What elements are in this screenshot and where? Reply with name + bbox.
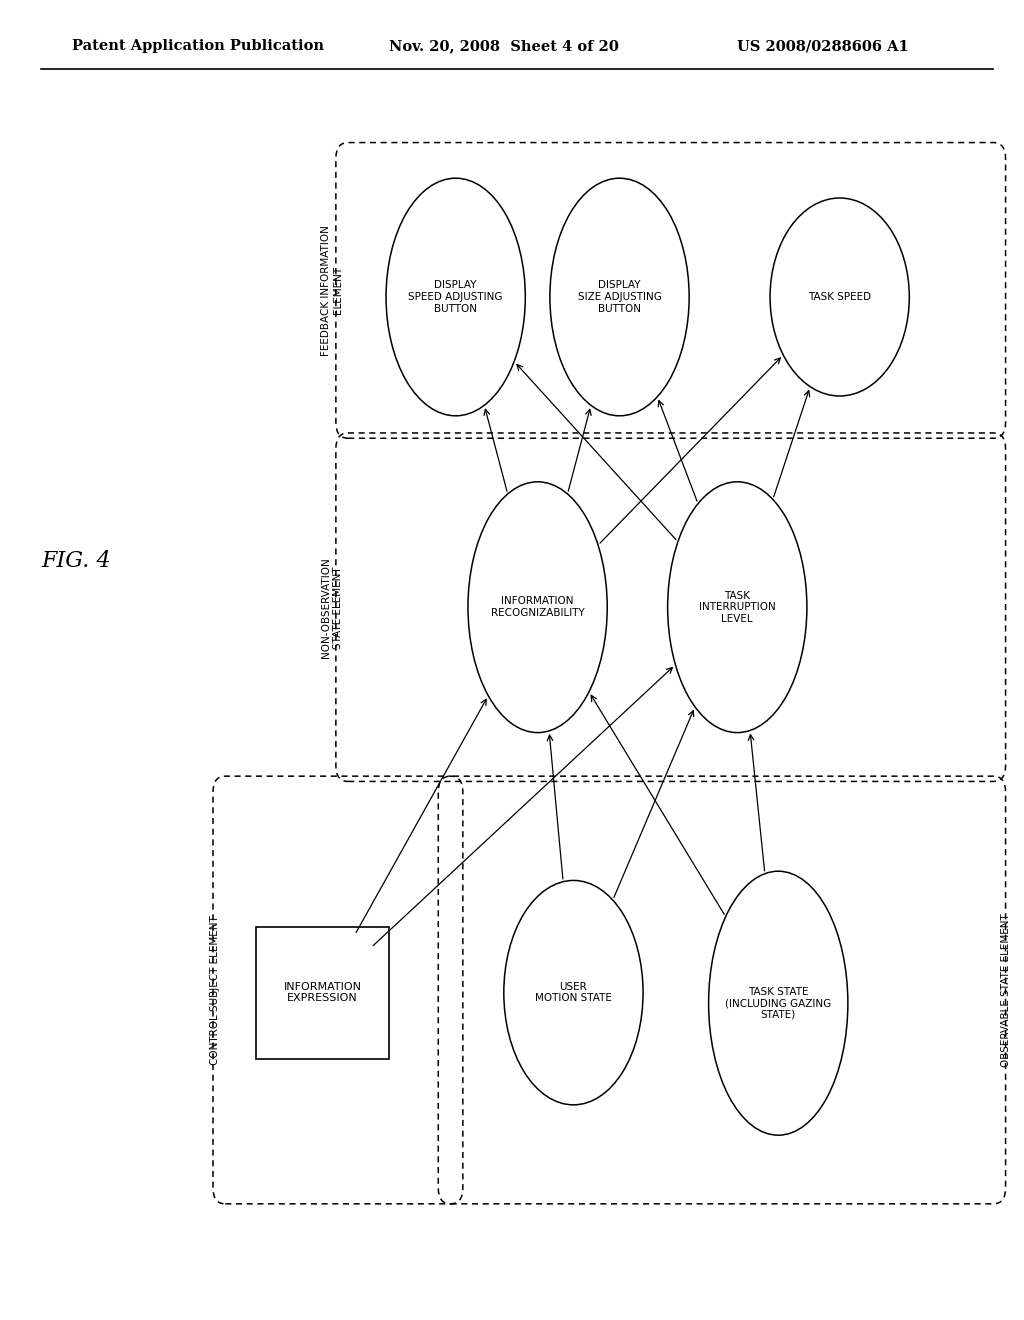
Text: CONTROL SUBJECT ELEMENT: CONTROL SUBJECT ELEMENT bbox=[210, 915, 220, 1065]
Ellipse shape bbox=[504, 880, 643, 1105]
Ellipse shape bbox=[386, 178, 525, 416]
Ellipse shape bbox=[468, 482, 607, 733]
Text: INFORMATION
EXPRESSION: INFORMATION EXPRESSION bbox=[284, 982, 361, 1003]
Text: INFORMATION
RECOGNIZABILITY: INFORMATION RECOGNIZABILITY bbox=[490, 597, 585, 618]
Ellipse shape bbox=[550, 178, 689, 416]
Text: FEEDBACK INFORMATION
ELEMENT: FEEDBACK INFORMATION ELEMENT bbox=[322, 224, 343, 356]
Text: NON-OBSERVATION
STATE ELEMENT: NON-OBSERVATION STATE ELEMENT bbox=[322, 557, 343, 657]
Ellipse shape bbox=[668, 482, 807, 733]
Ellipse shape bbox=[709, 871, 848, 1135]
Bar bbox=[256, 927, 389, 1059]
Text: TASK STATE
(INCLUDING GAZING
STATE): TASK STATE (INCLUDING GAZING STATE) bbox=[725, 986, 831, 1020]
Text: US 2008/0288606 A1: US 2008/0288606 A1 bbox=[737, 40, 909, 53]
Text: Nov. 20, 2008  Sheet 4 of 20: Nov. 20, 2008 Sheet 4 of 20 bbox=[389, 40, 618, 53]
Text: FIG. 4: FIG. 4 bbox=[41, 550, 111, 572]
Text: DISPLAY
SPEED ADJUSTING
BUTTON: DISPLAY SPEED ADJUSTING BUTTON bbox=[409, 280, 503, 314]
Text: USER
MOTION STATE: USER MOTION STATE bbox=[535, 982, 612, 1003]
Text: TASK
INTERRUPTION
LEVEL: TASK INTERRUPTION LEVEL bbox=[699, 590, 775, 624]
Ellipse shape bbox=[770, 198, 909, 396]
Text: Patent Application Publication: Patent Application Publication bbox=[72, 40, 324, 53]
Text: TASK SPEED: TASK SPEED bbox=[808, 292, 871, 302]
Text: DISPLAY
SIZE ADJUSTING
BUTTON: DISPLAY SIZE ADJUSTING BUTTON bbox=[578, 280, 662, 314]
Text: OBSERVABLE STATE ELEMENT: OBSERVABLE STATE ELEMENT bbox=[1001, 913, 1012, 1067]
